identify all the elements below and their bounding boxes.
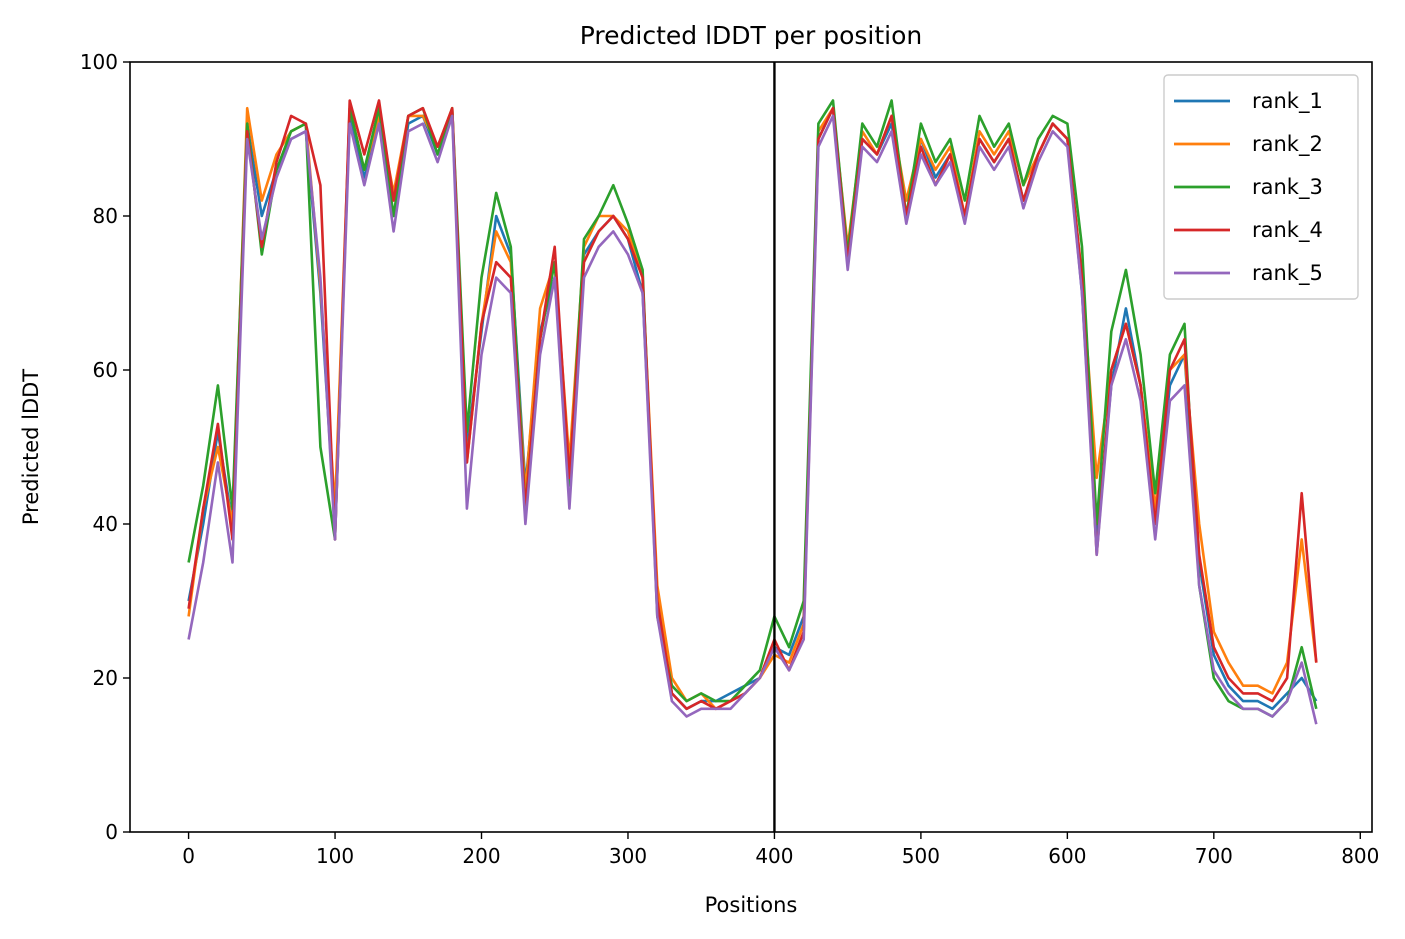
y-tick-label: 80 xyxy=(93,204,118,228)
y-tick-label: 0 xyxy=(105,820,118,844)
legend-label-rank_5: rank_5 xyxy=(1252,261,1323,286)
x-tick-label: 0 xyxy=(182,844,195,868)
y-axis-label: Predicted lDDT xyxy=(19,369,43,525)
legend-label-rank_2: rank_2 xyxy=(1252,132,1323,157)
legend-label-rank_1: rank_1 xyxy=(1252,89,1323,114)
x-tick-label: 600 xyxy=(1048,844,1086,868)
series-line-rank_5 xyxy=(187,114,1318,725)
y-tick-label: 20 xyxy=(93,666,118,690)
y-tick-label: 100 xyxy=(80,50,118,74)
y-axis: 0 20 40 60 80 100 xyxy=(80,50,130,844)
plot-area xyxy=(187,62,1318,832)
chart-title: Predicted lDDT per position xyxy=(580,21,922,50)
series-line-rank_3 xyxy=(187,99,1318,718)
y-tick-label: 60 xyxy=(93,358,118,382)
x-tick-label: 400 xyxy=(755,844,793,868)
y-tick-label: 40 xyxy=(93,512,118,536)
x-tick-label: 100 xyxy=(316,844,354,868)
legend: rank_1 rank_2 rank_3 rank_4 rank_5 xyxy=(1163,74,1359,300)
x-tick-label: 200 xyxy=(462,844,500,868)
x-tick-label: 300 xyxy=(609,844,647,868)
plot-frame xyxy=(129,61,1373,833)
legend-box xyxy=(1163,74,1359,300)
x-tick-label: 800 xyxy=(1341,844,1379,868)
x-tick-label: 500 xyxy=(902,844,940,868)
legend-label-rank_4: rank_4 xyxy=(1252,218,1323,243)
x-tick-label: 700 xyxy=(1195,844,1233,868)
legend-label-rank_3: rank_3 xyxy=(1252,175,1323,200)
x-axis-label: Positions xyxy=(705,893,798,917)
x-axis: 0 100 200 300 400 500 600 700 800 xyxy=(182,832,1379,868)
